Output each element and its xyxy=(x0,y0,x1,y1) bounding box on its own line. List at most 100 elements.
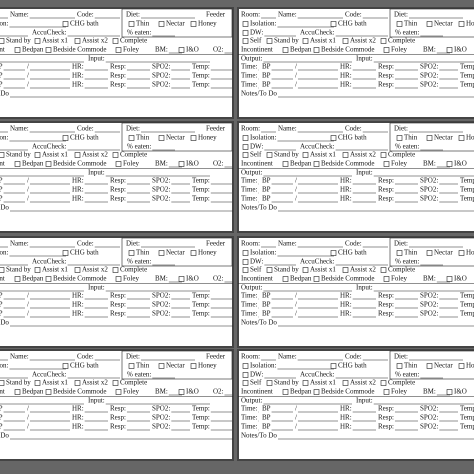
field-label: Code: xyxy=(77,11,94,19)
field-label: Stand by xyxy=(274,37,299,45)
field-label: CHG bath xyxy=(338,20,367,28)
vital-label: Resp: xyxy=(110,414,126,422)
field-label: Thin xyxy=(404,249,418,257)
field-label: Feeder xyxy=(206,125,226,133)
checkbox xyxy=(74,152,81,158)
checkbox xyxy=(458,21,465,27)
vital-label: / xyxy=(295,63,297,71)
vital-label: Resp: xyxy=(110,177,126,185)
vital-label: Time: xyxy=(241,177,258,185)
field-label: Bedpan xyxy=(290,160,312,168)
checkbox xyxy=(62,363,69,369)
vital-label: Resp: xyxy=(110,292,126,300)
vital-label: HR: xyxy=(340,405,352,413)
field-label: Diet: xyxy=(394,11,408,19)
field-label: Nectar xyxy=(166,20,185,28)
checkbox xyxy=(426,363,433,369)
field-label: AccuCheck: xyxy=(300,371,335,379)
checkbox xyxy=(242,30,249,36)
vital-label: Time: xyxy=(241,423,258,431)
field-label: Diet: xyxy=(394,240,408,248)
vital-label: HR: xyxy=(340,423,352,431)
vital-label: BP xyxy=(0,310,3,318)
field-label: Diet: xyxy=(394,353,408,361)
vital-label: Temp: xyxy=(192,63,210,71)
checkbox xyxy=(330,135,337,141)
field-label: Code: xyxy=(345,11,362,19)
vital-label: / xyxy=(295,292,297,300)
field-label: Bedside Commode xyxy=(53,388,106,396)
vital-label: SPO2: xyxy=(420,186,438,194)
field-label: Assist x2 xyxy=(82,151,108,159)
checkbox xyxy=(380,380,387,386)
checkbox xyxy=(383,161,390,167)
checkbox xyxy=(178,47,185,53)
vital-label: Resp: xyxy=(110,301,126,309)
vital-label: Resp: xyxy=(110,186,126,194)
field-label: Incontinent xyxy=(0,46,5,54)
vital-label: BP xyxy=(0,195,3,203)
field-label: O2: xyxy=(213,160,224,168)
vital-label: Resp: xyxy=(378,81,394,89)
field-label: Room: xyxy=(241,125,260,133)
vital-label: HR: xyxy=(72,72,84,80)
checkbox xyxy=(282,389,289,395)
field-label: Feeder xyxy=(206,240,226,248)
field-label: Isolation: xyxy=(250,249,276,257)
checkbox xyxy=(178,276,185,282)
field-label: Bedpan xyxy=(290,46,312,54)
field-label: Stand by xyxy=(6,266,31,274)
vital-label: / xyxy=(295,405,297,413)
vital-label: Resp: xyxy=(378,423,394,431)
field-label: Assist x1 xyxy=(42,266,68,274)
field-label: Incontinent xyxy=(241,388,273,396)
field-label: Assist x2 xyxy=(350,379,376,387)
vital-label: SPO2: xyxy=(420,292,438,300)
field-label: Complete xyxy=(120,151,147,159)
vital-label: Temp: xyxy=(460,81,474,89)
field-label: Code: xyxy=(345,353,362,361)
field-label: % eaten: xyxy=(395,258,419,266)
vital-label: Resp: xyxy=(378,414,394,422)
diet-box xyxy=(389,237,474,267)
field-label: O2: xyxy=(213,275,224,283)
field-label: Nectar xyxy=(434,362,453,370)
vital-label: Temp: xyxy=(192,177,210,185)
checkbox xyxy=(74,38,81,44)
field-label: I&O xyxy=(186,46,199,54)
vital-label: / xyxy=(295,310,297,318)
field-label: % eaten: xyxy=(127,143,151,151)
vital-label: SPO2: xyxy=(152,292,170,300)
checkbox xyxy=(190,363,197,369)
field-label: DW: xyxy=(250,143,263,151)
checkbox xyxy=(396,363,403,369)
checkbox xyxy=(342,380,349,386)
field-label: Code: xyxy=(345,125,362,133)
checkbox xyxy=(115,276,122,282)
checkbox xyxy=(313,276,320,282)
field-label: CHG bath xyxy=(70,362,99,370)
vital-label: / xyxy=(27,414,29,422)
field-label: % eaten: xyxy=(395,143,419,151)
checkbox xyxy=(458,135,465,141)
vital-label: / xyxy=(295,195,297,203)
field-label: Foley xyxy=(391,46,407,54)
checkbox xyxy=(426,21,433,27)
vital-label: BP xyxy=(262,310,271,318)
field-label: Name: xyxy=(278,353,297,361)
field-label: Nectar xyxy=(434,249,453,257)
field-label: AccuCheck: xyxy=(300,143,335,151)
vital-label: SPO2: xyxy=(152,177,170,185)
vital-label: / xyxy=(27,63,29,71)
checkbox xyxy=(34,38,41,44)
field-label: Thin xyxy=(136,134,150,142)
vital-label: SPO2: xyxy=(152,414,170,422)
field-label: Feeder xyxy=(206,11,226,19)
vital-label: Temp: xyxy=(460,177,474,185)
vital-label: Temp: xyxy=(192,195,210,203)
field-label: Assist x2 xyxy=(350,151,376,159)
checkbox xyxy=(282,161,289,167)
vital-label: HR: xyxy=(340,310,352,318)
checkbox xyxy=(302,152,309,158)
vital-label: Temp: xyxy=(460,72,474,80)
